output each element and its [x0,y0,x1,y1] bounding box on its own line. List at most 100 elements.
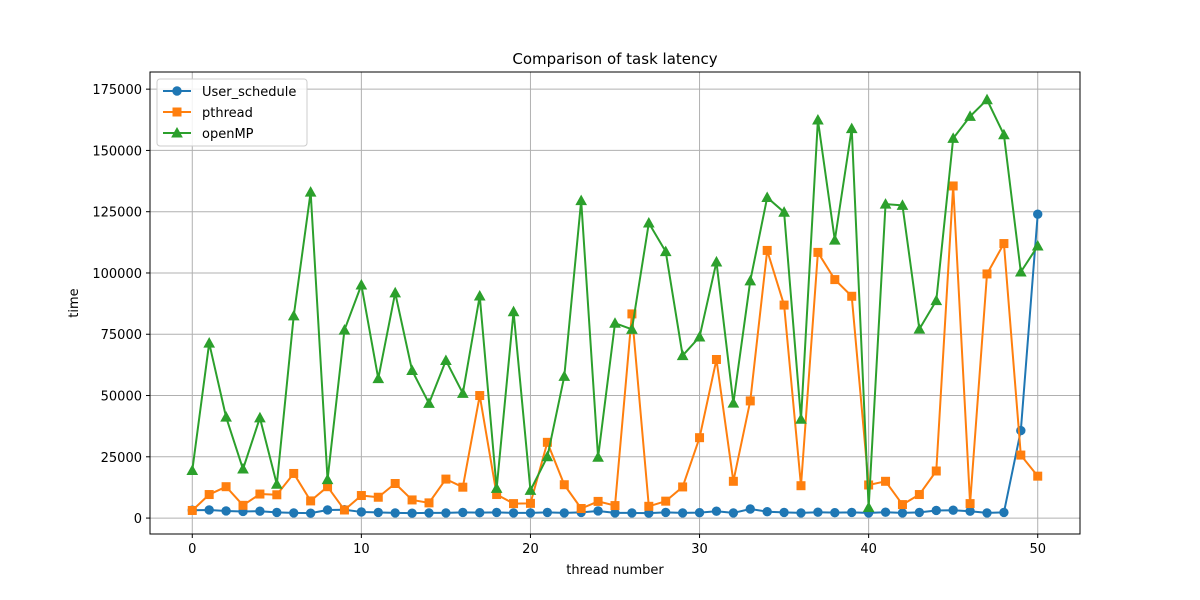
series-openmp [186,93,1044,513]
data-point [491,507,502,518]
data-point [728,476,738,486]
y-tick-label: 125000 [92,206,142,221]
data-point [238,500,248,510]
data-point [880,507,891,517]
data-point [845,122,858,134]
data-point [931,505,941,516]
series-layer [186,93,1044,518]
data-point [593,506,603,516]
data-point [830,275,840,285]
data-point [220,411,232,422]
legend-label: pthread [202,106,253,121]
x-axis-title: thread number [566,563,664,578]
series-user-schedule [187,209,1043,518]
data-point [914,507,925,518]
data-point [406,364,418,376]
data-point [270,478,283,489]
data-point [745,396,755,406]
x-tick-label: 50 [1029,542,1046,557]
data-point [847,291,857,301]
data-point [661,496,671,506]
data-point [762,245,772,255]
data-point [525,508,536,518]
data-point [441,474,451,484]
data-point [558,370,571,381]
data-point [1016,450,1026,460]
data-point [1031,239,1044,251]
data-point [896,199,909,210]
legend-label: openMP [202,127,254,142]
data-point [728,508,739,518]
data-point [221,482,231,492]
data-point [982,508,992,518]
data-point [541,450,554,462]
data-point [458,507,468,518]
data-point [711,506,722,516]
data-point [627,508,637,518]
data-point [796,481,806,491]
data-point [407,508,417,518]
data-point [947,132,960,143]
y-axis-title: time [67,288,82,317]
data-point [287,309,300,321]
data-point [779,300,789,310]
data-point [931,466,941,476]
data-point [559,480,569,490]
data-point [897,500,907,510]
data-point [779,507,789,518]
y-tick-label: 25000 [101,451,142,466]
data-point [710,255,723,267]
data-point [458,482,468,492]
y-tick-label: 100000 [92,267,142,282]
data-point [204,505,214,515]
data-point [203,337,216,348]
data-point [610,501,620,511]
y-tick-label: 175000 [92,83,142,98]
data-point [475,391,485,401]
y-tick-label: 75000 [101,328,142,343]
data-point [373,507,383,518]
data-point [390,508,400,518]
data-point [289,468,299,478]
data-point [254,411,266,423]
data-point [424,498,434,508]
x-tick-label: 40 [860,542,877,557]
legend-marker [172,86,182,96]
data-point [678,482,688,492]
chart-title: Comparison of task latency [512,50,717,68]
data-point [862,501,875,513]
data-point [507,305,520,317]
data-point [490,482,503,493]
data-point [508,508,519,518]
data-point [812,114,824,125]
legend-entry: pthread [163,106,253,121]
legend-marker [171,126,183,138]
data-point [642,216,655,228]
data-point [948,505,958,515]
data-point [255,506,265,516]
data-point [407,495,417,505]
data-point [321,473,334,485]
y-tick-label: 0 [134,512,142,527]
data-point [255,489,265,499]
data-point [981,93,993,105]
data-point [542,507,553,518]
data-point [830,507,840,518]
data-point [441,508,451,518]
data-point [796,508,806,518]
data-point [204,490,214,500]
data-point [389,286,402,298]
data-point [221,506,231,516]
data-point [847,507,857,518]
data-point [965,506,975,516]
data-point [676,349,689,361]
data-point [356,491,366,501]
data-point [745,504,755,514]
data-point [509,499,519,509]
y-tick-label: 50000 [101,390,142,405]
data-point [761,191,774,202]
data-point [475,507,485,518]
data-point [440,354,452,365]
